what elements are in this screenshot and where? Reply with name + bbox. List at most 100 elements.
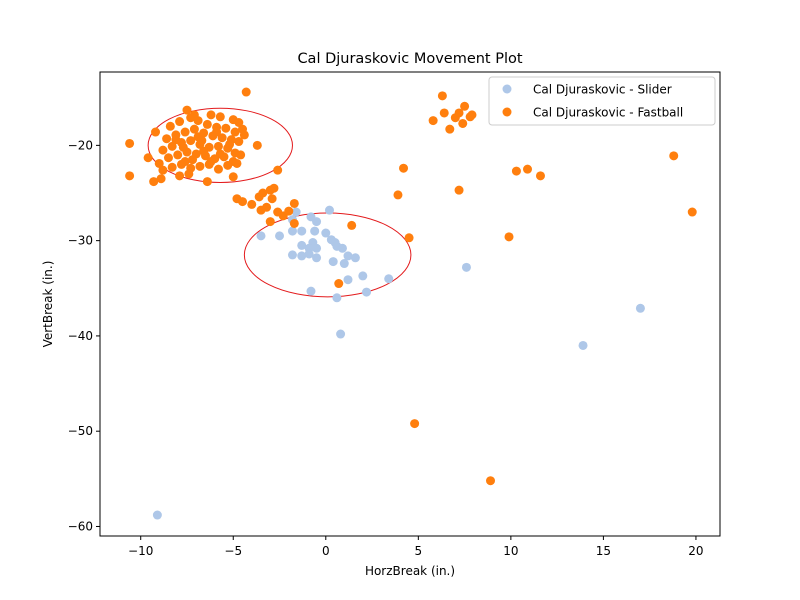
scatter-point	[241, 87, 251, 97]
scatter-point	[195, 161, 205, 171]
scatter-point	[151, 127, 161, 137]
scatter-point	[384, 274, 394, 284]
x-axis-label: HorzBreak (in.)	[365, 564, 455, 578]
x-tick-label: 20	[688, 544, 703, 558]
scatter-point	[437, 91, 447, 101]
scatter-point	[265, 217, 275, 227]
scatter-point	[297, 226, 307, 236]
scatter-point	[221, 123, 231, 133]
scatter-point	[343, 275, 353, 285]
scatter-point	[230, 127, 240, 137]
scatter-point	[284, 206, 294, 216]
scatter-point	[336, 329, 346, 339]
scatter-point	[287, 250, 297, 260]
scatter-point	[143, 153, 153, 163]
scatter-point	[523, 164, 533, 174]
scatter-point	[247, 199, 257, 209]
scatter-point	[289, 218, 299, 228]
scatter-point	[304, 249, 314, 259]
legend-label-fastball: Cal Djuraskovic - Fastball	[533, 106, 683, 120]
scatter-point	[339, 259, 349, 269]
scatter-point	[337, 243, 347, 253]
scatter-point	[193, 116, 203, 126]
legend-box	[488, 76, 716, 126]
scatter-point	[186, 136, 196, 146]
scatter-point	[125, 171, 135, 181]
scatter-point	[458, 118, 468, 128]
scatter-point	[291, 207, 301, 217]
scatter-point	[465, 112, 475, 122]
scatter-point	[178, 142, 188, 152]
scatter-point	[511, 166, 521, 176]
scatter-point	[215, 112, 225, 122]
scatter-point	[180, 127, 190, 137]
y-axis: −60 −50 −40 −30 −20	[68, 138, 100, 533]
scatter-point	[273, 165, 283, 175]
y-tick-label: −30	[68, 234, 93, 248]
x-tick-label: 15	[596, 544, 611, 558]
scatter-point	[158, 145, 168, 155]
legend-label-slider: Cal Djuraskovic - Slider	[533, 83, 672, 97]
scatter-point	[162, 134, 172, 144]
x-tick-label: −5	[224, 544, 242, 558]
x-tick-label: −10	[128, 544, 153, 558]
scatter-point	[535, 171, 545, 181]
scatter-point	[454, 108, 464, 118]
scatter-point	[428, 116, 438, 126]
scatter-point	[228, 172, 238, 182]
scatter-point	[312, 243, 322, 253]
plot-frame	[99, 71, 721, 537]
scatter-point	[215, 149, 225, 159]
scatter-point	[165, 121, 175, 131]
scatter-point	[461, 262, 471, 272]
scatter-point	[149, 177, 159, 187]
scatter-point	[154, 158, 164, 168]
scatter-point	[404, 233, 414, 243]
chart-title: Cal Djuraskovic Movement Plot	[297, 51, 522, 67]
scatter-point	[358, 271, 368, 281]
legend: Cal Djuraskovic - Slider Cal Djuraskovic…	[488, 76, 716, 126]
scatter-point	[167, 162, 177, 172]
scatter-point	[393, 190, 403, 200]
scatter-point	[287, 226, 297, 236]
scatter-point	[343, 251, 353, 261]
scatter-point	[156, 174, 166, 184]
scatter-point	[213, 164, 223, 174]
scatter-point	[199, 146, 209, 156]
scatter-point	[312, 253, 322, 263]
scatter-point	[297, 240, 307, 250]
scatter-point	[182, 105, 192, 115]
scatter-point	[578, 340, 588, 350]
scatter-point	[334, 279, 344, 289]
scatter-point	[232, 158, 242, 168]
x-tick-label: 10	[503, 544, 518, 558]
confidence-ellipse	[147, 107, 293, 184]
scatter-point	[347, 220, 357, 230]
scatter-point	[180, 157, 190, 167]
scatter-point	[687, 207, 697, 217]
scatter-point	[504, 232, 514, 242]
scatter-point	[175, 117, 185, 127]
scatter-point	[234, 117, 244, 127]
scatter-point	[217, 133, 227, 143]
scatter-point	[399, 163, 409, 173]
scatter-point	[167, 141, 177, 151]
scatter-point	[306, 286, 316, 296]
scatter-point	[486, 476, 496, 486]
scatter-point	[635, 303, 645, 313]
x-tick-label: 0	[322, 544, 330, 558]
scatter-point	[275, 231, 285, 241]
y-tick-label: −40	[68, 329, 93, 343]
scatter-point	[328, 257, 338, 267]
scatter-point	[265, 185, 275, 195]
scatter-point	[256, 205, 266, 215]
scatter-point	[362, 287, 372, 297]
scatter-point	[212, 127, 222, 137]
scatter-point	[234, 137, 244, 147]
scatter-point	[297, 251, 307, 261]
scatter-point	[206, 157, 216, 167]
legend-marker-slider	[502, 84, 512, 94]
scatter-point	[256, 231, 266, 241]
scatter-point	[188, 155, 198, 165]
